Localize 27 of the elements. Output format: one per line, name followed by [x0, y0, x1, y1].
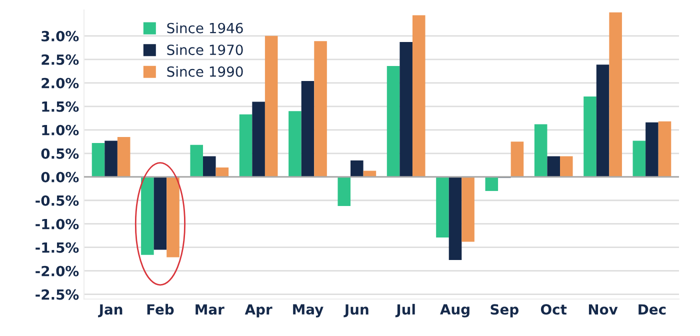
y-tick-label: 3.0% [42, 30, 79, 42]
y-tick-label: -2.0% [36, 266, 79, 276]
y-tick-label: 2.0% [42, 78, 79, 88]
y-tick-label: -0.5% [36, 195, 79, 206]
x-tick-label: Nov [588, 304, 618, 315]
y-tick-label: 1.0% [42, 124, 79, 136]
y-tick-label: 0.0% [41, 172, 79, 182]
y-tick-label: -2.5% [36, 289, 79, 300]
y-tick-label: -1.5% [36, 242, 79, 253]
x-tick-label: Jul [395, 304, 415, 318]
x-tick-label: Jan [98, 304, 122, 318]
x-tick-label: Feb [147, 304, 174, 315]
x-tick-label: Dec [638, 304, 666, 315]
x-tick-label: Jun [344, 304, 368, 318]
y-tick-label: 1.5% [42, 101, 79, 112]
y-tick-label: 2.5% [42, 54, 79, 65]
x-tick-label: Apr [244, 304, 272, 318]
x-tick-label: Sep [490, 304, 518, 318]
x-tick-label: May [293, 304, 324, 318]
x-tick-label: Oct [540, 304, 567, 315]
legend-label: Since 1946 [167, 22, 243, 34]
x-tick-label: Mar [196, 304, 224, 315]
y-tick-label: -1.0% [36, 218, 79, 230]
y-tick-label: 0.5% [41, 148, 79, 159]
x-tick-label: Aug [440, 304, 470, 318]
legend-label: Since 1970 [167, 44, 243, 56]
legend-label: Since 1990 [167, 66, 243, 77]
